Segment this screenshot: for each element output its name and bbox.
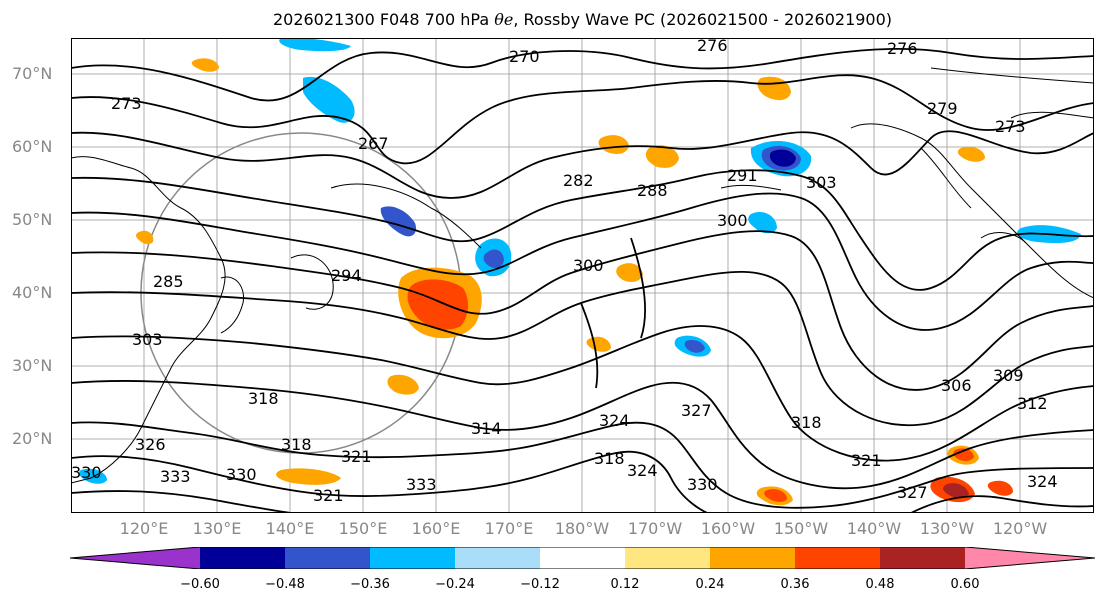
map-title: 2026021300 F048 700 hPa θe, Rossby Wave … [0, 10, 1105, 29]
contour-label: 326 [135, 435, 166, 454]
contour-label: 273 [111, 94, 142, 113]
contour-label: 276 [887, 39, 918, 58]
contour-label: 300 [717, 211, 748, 230]
lon-label-160e: 160°E [411, 519, 461, 538]
title-suffix: , Rossby Wave PC (2026021500 - 202602190… [513, 10, 893, 29]
contour-label: 327 [897, 483, 928, 502]
lon-label-120e: 120°E [119, 519, 169, 538]
lat-label-70n: 70°N [12, 64, 53, 83]
contour-label: 285 [153, 272, 184, 291]
contour-label: 327 [681, 401, 712, 420]
contour-label: 306 [941, 376, 972, 395]
lat-label-30n: 30°N [12, 356, 53, 375]
contour-label: 288 [637, 181, 668, 200]
contour-label: 321 [341, 447, 372, 466]
colorbar-swatch [965, 547, 1095, 569]
colorbar-swatch [540, 547, 625, 569]
contour-label: 318 [791, 413, 822, 432]
contour-label: 324 [627, 461, 658, 480]
lon-label-160w: 160°W [700, 519, 756, 538]
lat-label-40n: 40°N [12, 283, 53, 302]
colorbar-swatch [710, 547, 795, 569]
contour-label: 303 [132, 330, 163, 349]
colorbar-swatch [70, 547, 200, 569]
contour-label: 273 [995, 117, 1026, 136]
contour-label: 291 [727, 166, 758, 185]
lon-label-140w: 140°W [846, 519, 902, 538]
contour-label: 330 [71, 463, 102, 482]
colorbar-tick: −0.48 [265, 577, 305, 592]
contour-label: 321 [313, 486, 344, 505]
lon-label-130e: 130°E [192, 519, 242, 538]
title-prefix: 2026021300 F048 700 hPa [272, 10, 495, 29]
colorbar-tick: 0.48 [865, 577, 895, 592]
map-frame [71, 38, 1094, 513]
lat-label-60n: 60°N [12, 137, 53, 156]
contour-label: 324 [599, 411, 630, 430]
map-panel: 273 267 276 276 279 273 270 282 288 291 … [71, 38, 1094, 513]
contour-label: 282 [563, 171, 594, 190]
title-theta-symbol: θe [494, 10, 514, 29]
colorbar-swatch [455, 547, 540, 569]
contour-label: 321 [851, 451, 882, 470]
colorbar-tick: 0.60 [950, 577, 980, 592]
contour-label: 303 [806, 173, 837, 192]
colorbar-tick: 0.12 [610, 577, 640, 592]
contour-label: 318 [594, 449, 625, 468]
lon-label-180w: 180°W [554, 519, 610, 538]
colorbar-tick: −0.60 [180, 577, 220, 592]
contour-label-layer: 273 267 276 276 279 273 270 282 288 291 … [71, 38, 1058, 505]
land-outline [71, 67, 1094, 484]
lon-label-170e: 170°E [484, 519, 534, 538]
colorbar-tick: −0.24 [435, 577, 475, 592]
contour-label: 312 [1017, 394, 1048, 413]
colorbar-tick: 0.24 [695, 577, 725, 592]
contour-label: 279 [927, 99, 958, 118]
contour-label: 318 [281, 435, 312, 454]
colorbar-tick: −0.12 [520, 577, 560, 592]
lon-label-170w: 170°W [627, 519, 683, 538]
lon-label-140e: 140°E [265, 519, 315, 538]
contour-label: 318 [248, 389, 279, 408]
colorbar-swatch [795, 547, 880, 569]
contour-label: 330 [226, 465, 257, 484]
contour-label: 294 [331, 266, 362, 285]
contour-label: 330 [687, 475, 718, 494]
colorbar-tick: 0.36 [780, 577, 810, 592]
contour-label: 314 [471, 419, 502, 438]
contour-label: 300 [573, 256, 604, 275]
lat-label-50n: 50°N [12, 210, 53, 229]
colorbar-swatch [370, 547, 455, 569]
lon-label-130w: 130°W [919, 519, 975, 538]
contour-label: 270 [509, 47, 540, 66]
colorbar-swatch [285, 547, 370, 569]
contour-label: 276 [697, 38, 728, 55]
lon-label-150w: 150°W [773, 519, 829, 538]
contour-label: 309 [993, 366, 1024, 385]
contour-label: 267 [358, 134, 389, 153]
colorbar-swatch [880, 547, 965, 569]
colorbar-swatch [625, 547, 710, 569]
colorbar-tick: −0.36 [350, 577, 390, 592]
colorbar-swatch [200, 547, 285, 569]
contour-label: 333 [160, 467, 191, 486]
contour-label: 324 [1027, 472, 1058, 491]
theta-e-contours [71, 47, 1094, 513]
lon-label-150e: 150°E [338, 519, 388, 538]
lat-label-20n: 20°N [12, 429, 53, 448]
colorbar [70, 547, 1095, 569]
lon-label-120w: 120°W [992, 519, 1048, 538]
contour-label: 333 [406, 475, 437, 494]
